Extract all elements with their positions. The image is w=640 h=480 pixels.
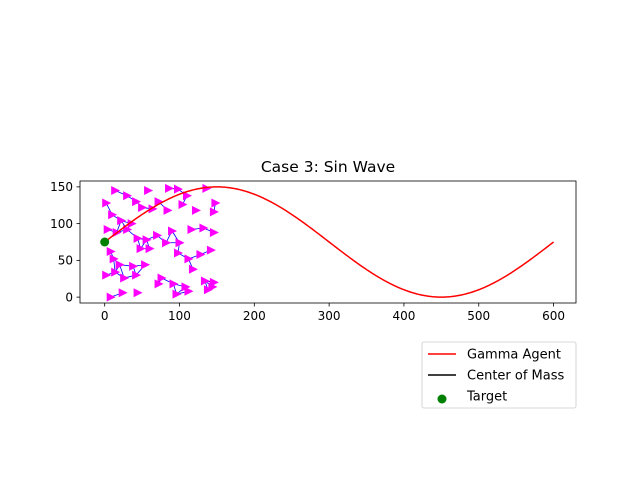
agent-marker [123, 225, 133, 235]
agent-marker [162, 238, 172, 248]
agent-marker [182, 191, 192, 201]
agent-marker [144, 186, 154, 196]
agent-marker [168, 226, 178, 236]
agent-marker [191, 205, 201, 215]
agent-marker [111, 186, 121, 196]
agent-marker [200, 276, 210, 286]
agent-marker [163, 205, 173, 215]
agent-marker [127, 219, 137, 229]
agent-marker [132, 270, 142, 280]
agent-marker [103, 225, 113, 235]
agent-marker [154, 197, 164, 207]
agent-marker [109, 254, 119, 264]
y-tick-label: 50 [58, 254, 73, 268]
agent-marker [157, 273, 167, 283]
agent-marker [208, 282, 218, 292]
agent-marker [129, 261, 139, 271]
y-tick-label: 0 [65, 290, 73, 304]
agent-marker [123, 191, 133, 201]
target-point [100, 237, 110, 247]
agent-marker [174, 184, 184, 194]
legend-box [421, 341, 577, 409]
agent-marker [115, 260, 125, 270]
agent-marker [188, 264, 198, 274]
agent-marker [154, 279, 164, 289]
agent-marker [108, 210, 118, 220]
agent-marker [136, 244, 146, 254]
agent-marker [209, 207, 219, 217]
agent-marker [142, 235, 152, 245]
axes-frame [79, 180, 577, 304]
x-tick-label: 200 [243, 309, 266, 323]
agent-marker [211, 198, 221, 208]
chart-title: Case 3: Sin Wave [261, 158, 395, 176]
agent-marker [206, 245, 216, 255]
legend-label: Target [466, 390, 507, 405]
agent-marker [165, 183, 175, 193]
axes: 0 100 200 300 400 500 600 0 50 100 150 [50, 180, 577, 323]
agent-marker [178, 200, 188, 210]
x-tick-label: 400 [392, 309, 415, 323]
agent-marker [132, 197, 142, 207]
agent-marker [196, 249, 206, 259]
agent-marker [102, 270, 112, 280]
agent-markers [102, 183, 221, 302]
agent-marker [181, 282, 191, 292]
agent-marker [106, 247, 116, 257]
agent-marker [202, 183, 212, 193]
agent-marker [133, 288, 143, 298]
x-tick-label: 600 [542, 309, 565, 323]
y-tick-label: 150 [50, 180, 73, 194]
agent-marker [133, 233, 143, 243]
legend-label: Center of Mass [467, 369, 565, 384]
y-tick-label: 100 [50, 217, 73, 231]
agent-marker [148, 204, 158, 214]
agent-marker [174, 248, 184, 258]
x-tick-label: 0 [101, 309, 109, 323]
agent-marker [172, 289, 182, 299]
x-tick-label: 500 [467, 309, 490, 323]
agent-marker [209, 227, 219, 237]
legend: Gamma Agent Center of Mass Target [421, 341, 577, 409]
agent-marker [120, 273, 130, 283]
series-gamma-agent-line [104, 186, 555, 298]
agent-marker [184, 254, 194, 264]
legend-label: Gamma Agent [467, 348, 561, 363]
agent-marker [169, 279, 179, 289]
plot-area [100, 183, 555, 302]
agent-marker [106, 292, 116, 302]
legend-swatch-marker [437, 394, 447, 404]
agent-marker [118, 288, 128, 298]
agent-marker [175, 238, 185, 248]
x-tick-label: 100 [168, 309, 191, 323]
agent-marker [145, 244, 155, 254]
x-tick-label: 300 [318, 309, 341, 323]
agent-marker [187, 225, 197, 235]
agent-marker [184, 286, 194, 296]
agent-marker [141, 260, 151, 270]
plot-content [100, 183, 555, 302]
agent-marker [102, 198, 112, 208]
agent-marker [111, 267, 121, 277]
agent-marker [199, 223, 209, 233]
agent-marker [117, 216, 127, 226]
agent-marker [138, 202, 148, 212]
agent-marker [153, 230, 163, 240]
